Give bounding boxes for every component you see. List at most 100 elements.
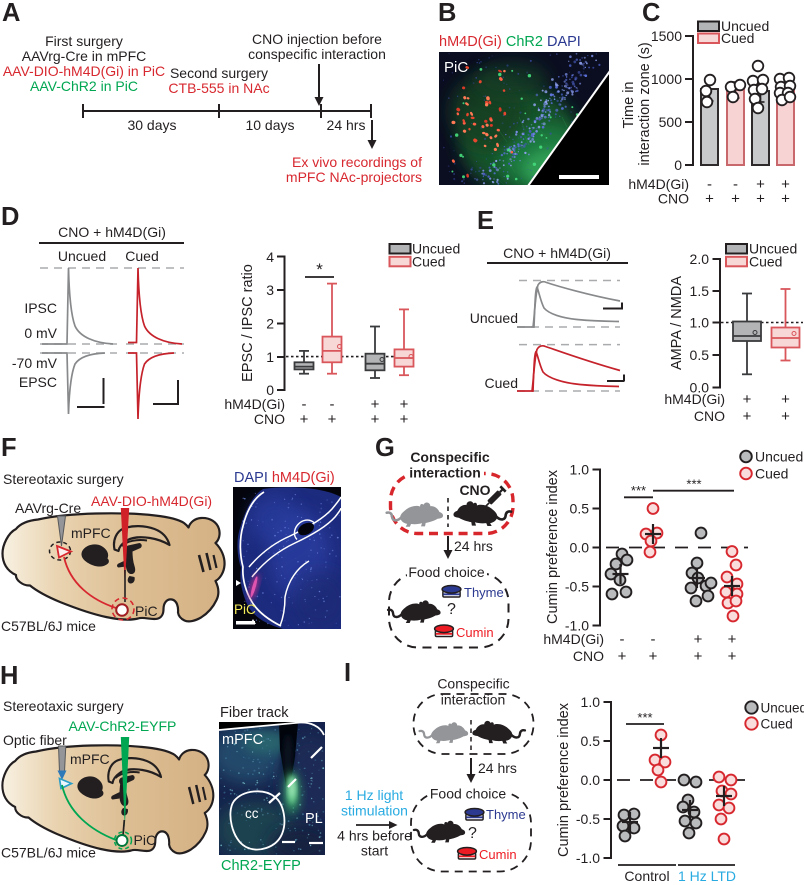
svg-text:1.5: 1.5 bbox=[690, 283, 710, 299]
svg-text:+: + bbox=[728, 631, 737, 648]
svg-text:A: A bbox=[2, 0, 20, 27]
svg-text:EPSC / IPSC ratio: EPSC / IPSC ratio bbox=[240, 264, 256, 382]
svg-text:1.0: 1.0 bbox=[690, 315, 710, 331]
svg-text:-: - bbox=[330, 396, 335, 413]
svg-text:Cued: Cued bbox=[485, 375, 518, 391]
svg-text:+: + bbox=[300, 411, 309, 428]
svg-text:CNO + hM4D(Gi): CNO + hM4D(Gi) bbox=[503, 245, 611, 261]
svg-text:-1.0: -1.0 bbox=[565, 618, 589, 634]
svg-text:1.0: 1.0 bbox=[581, 694, 601, 710]
svg-text:0.5: 0.5 bbox=[690, 347, 710, 363]
svg-text:AAV-DIO-hM4D(Gi) in PiC: AAV-DIO-hM4D(Gi) in PiC bbox=[3, 63, 165, 79]
svg-text:C57BL/6J mice: C57BL/6J mice bbox=[1, 845, 96, 861]
svg-text:E: E bbox=[477, 207, 494, 235]
svg-text:PiC: PiC bbox=[134, 832, 157, 848]
svg-text:hM4D(Gi): hM4D(Gi) bbox=[224, 396, 285, 412]
svg-text:+: + bbox=[694, 631, 703, 648]
svg-text:-0.5: -0.5 bbox=[576, 811, 600, 827]
svg-text:AAV-DIO-hM4D(Gi): AAV-DIO-hM4D(Gi) bbox=[91, 493, 212, 509]
svg-text:interaction zone (s): interaction zone (s) bbox=[637, 42, 653, 165]
svg-text:Cued: Cued bbox=[721, 30, 754, 46]
svg-text:Cumin: Cumin bbox=[479, 847, 517, 862]
svg-text:+: + bbox=[743, 391, 752, 408]
svg-text:Uncued: Uncued bbox=[721, 18, 769, 34]
svg-text:PiC: PiC bbox=[444, 59, 468, 76]
svg-text:Uncued: Uncued bbox=[749, 241, 797, 257]
svg-text:+: + bbox=[694, 648, 703, 665]
svg-text:stimulation: stimulation bbox=[341, 803, 408, 819]
svg-text:AAVrg-Cre: AAVrg-Cre bbox=[15, 500, 81, 516]
svg-text:-: - bbox=[620, 631, 625, 648]
svg-text:hM4D(Gi): hM4D(Gi) bbox=[664, 391, 725, 407]
svg-text:2: 2 bbox=[266, 316, 274, 332]
svg-text:0 mV: 0 mV bbox=[24, 325, 57, 341]
svg-text:cc: cc bbox=[245, 806, 259, 821]
svg-text:24 hrs: 24 hrs bbox=[327, 117, 366, 133]
svg-text:Cumin: Cumin bbox=[456, 625, 494, 640]
svg-text:C57BL/6J mice: C57BL/6J mice bbox=[1, 618, 96, 634]
svg-text:0.0: 0.0 bbox=[570, 540, 590, 556]
svg-text:?: ? bbox=[447, 601, 456, 618]
svg-text:*: * bbox=[316, 260, 323, 279]
svg-text:Food choice: Food choice bbox=[430, 786, 506, 802]
svg-text:Second surgery: Second surgery bbox=[170, 65, 268, 81]
svg-text:H: H bbox=[0, 662, 18, 690]
svg-text:ChR2-EYFP: ChR2-EYFP bbox=[221, 858, 301, 874]
svg-text:CNO: CNO bbox=[658, 191, 689, 207]
svg-text:-: - bbox=[302, 396, 307, 413]
svg-text:PiC: PiC bbox=[234, 602, 256, 617]
svg-text:1 Hz light: 1 Hz light bbox=[345, 787, 403, 803]
svg-text:AMPA / NMDA: AMPA / NMDA bbox=[669, 276, 685, 370]
svg-text:+: + bbox=[400, 396, 409, 413]
svg-text:Cued: Cued bbox=[749, 253, 782, 269]
svg-text:Ex vivo recordings of: Ex vivo recordings of bbox=[292, 154, 422, 170]
svg-text:PL: PL bbox=[305, 811, 323, 827]
svg-text:Control: Control bbox=[624, 868, 669, 884]
svg-text:+: + bbox=[781, 176, 790, 193]
svg-text:Uncued: Uncued bbox=[470, 310, 518, 326]
svg-text:C: C bbox=[642, 0, 660, 27]
svg-text:-: - bbox=[651, 631, 656, 648]
svg-text:1500: 1500 bbox=[651, 28, 682, 44]
svg-text:DAPI hM4D(Gi): DAPI hM4D(Gi) bbox=[234, 470, 335, 486]
svg-text:+: + bbox=[781, 391, 790, 408]
svg-text:CNO: CNO bbox=[694, 408, 725, 424]
svg-text:Time in: Time in bbox=[621, 82, 637, 129]
svg-text:AAV-ChR2 in PiC: AAV-ChR2 in PiC bbox=[30, 78, 138, 94]
svg-text:mPFC: mPFC bbox=[70, 751, 110, 767]
svg-text:0.5: 0.5 bbox=[581, 733, 601, 749]
svg-text:Stereotaxic surgery: Stereotaxic surgery bbox=[3, 471, 124, 487]
svg-text:hM4D(Gi) ChR2 DAPI: hM4D(Gi) ChR2 DAPI bbox=[439, 34, 581, 50]
svg-text:+: + bbox=[743, 408, 752, 425]
svg-text:***: *** bbox=[631, 483, 646, 498]
svg-text:+: + bbox=[705, 191, 714, 208]
svg-text:First surgery: First surgery bbox=[45, 33, 123, 49]
svg-text:PiC: PiC bbox=[135, 603, 158, 619]
svg-text:1: 1 bbox=[266, 349, 274, 365]
svg-text:CNO + hM4D(Gi): CNO + hM4D(Gi) bbox=[58, 224, 166, 240]
svg-text:Cued: Cued bbox=[761, 717, 793, 732]
svg-text:CNO injection before: CNO injection before bbox=[252, 31, 382, 47]
svg-text:mPFC: mPFC bbox=[71, 525, 111, 541]
svg-text:24 hrs: 24 hrs bbox=[454, 538, 493, 554]
svg-text:Uncued: Uncued bbox=[412, 241, 460, 257]
svg-text:+: + bbox=[649, 648, 658, 665]
svg-text:4 hrs before: 4 hrs before bbox=[337, 828, 412, 844]
svg-text:+: + bbox=[781, 191, 790, 208]
svg-text:hM4D(Gi): hM4D(Gi) bbox=[543, 631, 604, 647]
svg-text:hM4D(Gi): hM4D(Gi) bbox=[628, 176, 689, 192]
svg-text:Uncued: Uncued bbox=[755, 449, 803, 465]
svg-text:0: 0 bbox=[674, 157, 682, 173]
svg-text:-0.5: -0.5 bbox=[565, 579, 589, 595]
svg-text:AAVrg-Cre in mPFC: AAVrg-Cre in mPFC bbox=[22, 48, 146, 64]
svg-text:CNO: CNO bbox=[254, 411, 285, 427]
svg-text:+: + bbox=[756, 176, 765, 193]
svg-text:Uncued: Uncued bbox=[58, 248, 106, 264]
svg-text:AAV-ChR2-EYFP: AAV-ChR2-EYFP bbox=[69, 718, 177, 734]
svg-text:CNO: CNO bbox=[573, 648, 604, 664]
svg-text:+: + bbox=[400, 411, 409, 428]
svg-text:B: B bbox=[438, 0, 456, 27]
svg-text:F: F bbox=[1, 434, 17, 462]
svg-text:start: start bbox=[361, 843, 388, 859]
svg-text:Cumin preference index: Cumin preference index bbox=[556, 702, 572, 857]
